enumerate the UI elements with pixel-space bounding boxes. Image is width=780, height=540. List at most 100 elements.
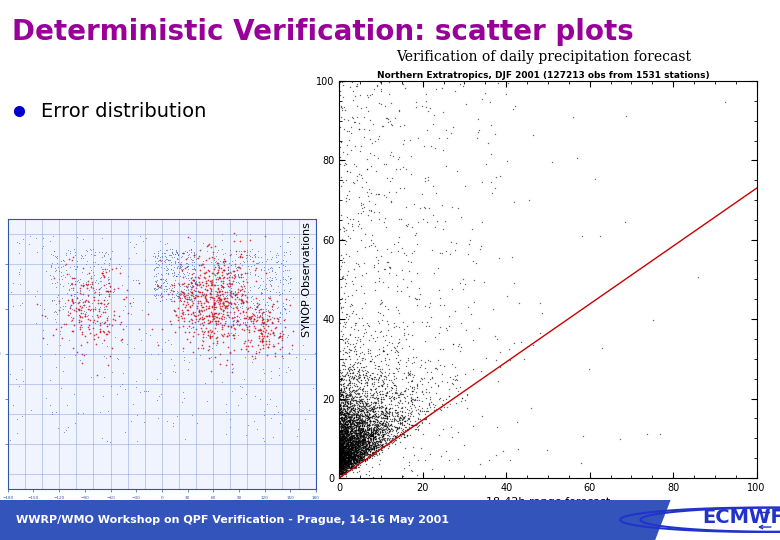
Point <box>84 272 97 280</box>
Point <box>354 451 367 460</box>
Point <box>399 403 412 412</box>
Point <box>64 302 76 310</box>
Point <box>182 271 194 280</box>
Point <box>341 429 353 437</box>
Point <box>346 460 359 468</box>
Point <box>346 395 358 404</box>
Point <box>193 274 205 282</box>
Point <box>367 432 379 441</box>
Point <box>336 446 349 455</box>
Point <box>360 444 373 453</box>
Point <box>353 421 366 429</box>
Point <box>66 316 79 325</box>
Point <box>341 457 353 466</box>
Point <box>379 438 392 447</box>
Point <box>347 458 360 467</box>
Point <box>367 454 379 463</box>
Point <box>382 262 395 271</box>
Point <box>370 80 383 89</box>
Point <box>342 442 354 451</box>
Point <box>335 389 348 398</box>
Point <box>69 276 81 285</box>
Point <box>272 291 285 300</box>
Point <box>335 461 347 469</box>
Point <box>213 273 225 282</box>
Point <box>358 451 370 460</box>
Point <box>349 447 362 455</box>
Point <box>165 297 177 306</box>
Point <box>347 396 360 405</box>
Point <box>337 440 349 448</box>
Point <box>183 287 196 295</box>
Point <box>367 417 380 426</box>
Point <box>226 314 239 322</box>
Point <box>223 271 236 279</box>
Point <box>92 287 105 296</box>
Point <box>368 438 381 447</box>
Point <box>47 251 59 260</box>
Point <box>192 272 204 281</box>
Point <box>349 370 361 379</box>
Point <box>378 347 390 355</box>
Point <box>349 405 361 414</box>
Point <box>361 93 374 102</box>
Point <box>347 368 360 377</box>
Point <box>168 281 180 289</box>
Point <box>346 421 358 430</box>
Point <box>367 443 380 451</box>
Point <box>254 345 266 354</box>
Point <box>359 439 371 448</box>
Point <box>180 324 193 333</box>
Point <box>366 368 378 377</box>
Point <box>367 333 379 342</box>
Point <box>347 443 360 452</box>
Point <box>351 456 363 464</box>
Point <box>182 251 194 260</box>
Point <box>349 427 361 435</box>
Point <box>333 450 346 458</box>
Point <box>333 403 346 412</box>
Point <box>345 146 357 154</box>
Point <box>65 291 77 299</box>
Point <box>392 393 404 402</box>
Point <box>261 316 274 325</box>
Point <box>357 400 370 408</box>
Point <box>341 434 353 442</box>
Point <box>335 78 348 86</box>
Point <box>354 453 367 461</box>
Point <box>335 461 348 469</box>
Point <box>380 373 392 382</box>
Point <box>357 395 370 404</box>
Point <box>335 429 348 438</box>
Point <box>346 454 358 462</box>
Point <box>267 328 279 336</box>
Point <box>441 133 453 142</box>
Point <box>364 425 377 434</box>
Point <box>335 457 348 465</box>
Point <box>370 436 382 445</box>
Point <box>335 448 347 457</box>
Point <box>375 443 388 452</box>
Point <box>370 411 382 420</box>
Point <box>360 441 373 450</box>
Point <box>349 416 362 424</box>
Point <box>340 438 353 447</box>
Point <box>334 430 346 439</box>
Point <box>161 279 173 287</box>
Point <box>335 374 348 382</box>
Point <box>194 271 207 279</box>
Point <box>335 447 347 456</box>
Point <box>211 326 223 335</box>
Point <box>101 330 113 339</box>
Point <box>167 366 179 375</box>
Point <box>335 440 347 449</box>
Point <box>334 86 346 95</box>
Point <box>236 325 248 334</box>
Point <box>354 91 367 99</box>
Point <box>105 282 117 291</box>
Point <box>343 375 356 384</box>
Point <box>363 445 375 454</box>
Point <box>355 448 367 457</box>
Point <box>399 335 412 343</box>
Point <box>104 253 116 262</box>
